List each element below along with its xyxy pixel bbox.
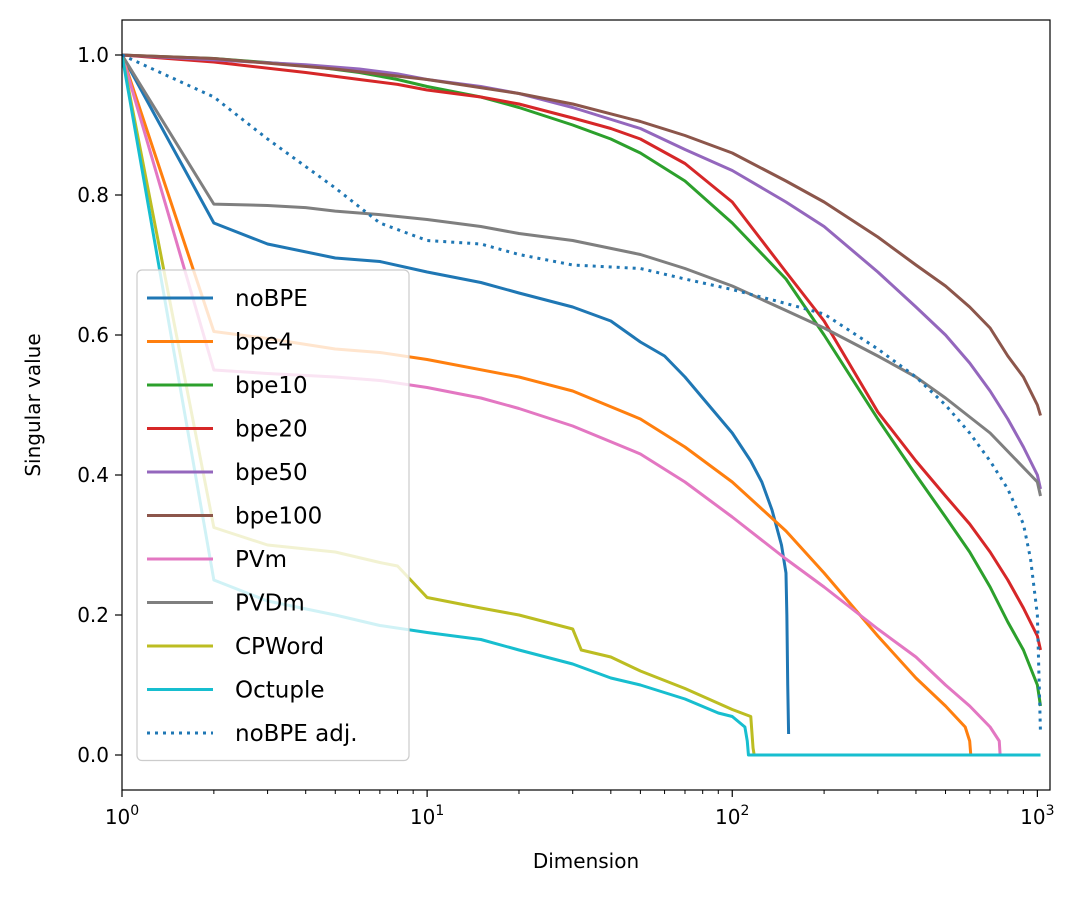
x-axis-label: Dimension <box>533 849 639 873</box>
legend-label-bpe50: bpe50 <box>235 460 308 486</box>
plot-frame <box>121 19 1051 791</box>
series-line-bpe50 <box>122 53 1042 490</box>
legend-label-cpword: CPWord <box>235 634 324 660</box>
series-line-bpe20 <box>122 53 1042 651</box>
x-axis-ticks: 100 101 102 103 <box>105 790 1055 829</box>
x-tick-label: 103 <box>1020 803 1054 829</box>
series-line-pvdm <box>122 54 1042 497</box>
series-line-bpe100 <box>122 53 1042 416</box>
legend-label-pvm: PVm <box>235 547 287 573</box>
legend-label-pvdm: PVDm <box>235 591 305 617</box>
series-line-nobpe-adj <box>122 53 1043 735</box>
x-tick-label: 102 <box>715 803 749 829</box>
legend-label-bpe4: bpe4 <box>235 330 293 356</box>
y-tick-label: 0.0 <box>77 743 109 767</box>
legend-label-nobpe-adj: noBPE adj. <box>235 721 358 747</box>
y-tick-label: 0.8 <box>77 183 109 207</box>
legend-label-octuple: Octuple <box>235 678 324 704</box>
legend-label-nobpe: noBPE <box>235 286 308 312</box>
legend-box <box>136 269 410 762</box>
series-line-bpe10 <box>122 53 1042 707</box>
series-line-nobpe <box>122 54 791 735</box>
y-axis-ticks: 0.0 0.2 0.4 0.6 0.8 1.0 <box>77 43 122 767</box>
x-tick-label: 100 <box>105 803 139 829</box>
legend: noBPE bpe4 bpe10 bpe20 bpe50 bpe100 PVm PVDm CPW… <box>136 269 410 762</box>
y-axis-label: Singular value <box>21 333 45 476</box>
y-tick-label: 1.0 <box>77 43 109 67</box>
legend-label-bpe20: bpe20 <box>235 417 308 443</box>
x-tick-label: 101 <box>410 803 444 829</box>
y-tick-label: 0.6 <box>77 323 109 347</box>
legend-label-bpe10: bpe10 <box>235 373 308 399</box>
y-tick-label: 0.4 <box>77 463 109 487</box>
legend-label-bpe100: bpe100 <box>235 504 322 530</box>
y-tick-label: 0.2 <box>77 603 109 627</box>
